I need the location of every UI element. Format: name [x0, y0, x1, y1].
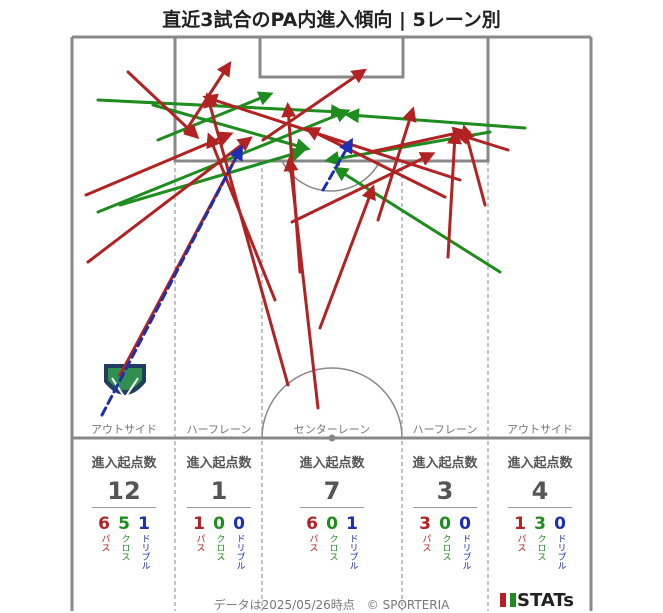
- pass-arrow: [376, 106, 417, 222]
- pass-arrow: [261, 68, 367, 142]
- dribble-label: ドリブル: [139, 534, 150, 570]
- dribble-label: ドリブル: [234, 534, 245, 570]
- count-total: 4: [531, 477, 549, 505]
- lane-label-center: センターレーン: [293, 423, 371, 436]
- pass-arrow: [290, 152, 436, 224]
- brand-logo: STATs: [500, 590, 574, 611]
- dribble-count: 0: [233, 514, 245, 534]
- dribble-label: ドリブル: [347, 534, 358, 570]
- count-total: 1: [210, 477, 228, 505]
- lane-label-halflane-right: ハーフレーン: [412, 423, 478, 436]
- pass-arrow: [368, 126, 468, 154]
- pass-label: パス: [194, 534, 205, 552]
- cross-label: クロス: [440, 534, 451, 561]
- dribble-count: 0: [459, 514, 471, 534]
- pass-count: 3: [419, 514, 431, 534]
- pass-arrow: [84, 131, 234, 197]
- brand-text: STATs: [517, 590, 574, 611]
- count-total: 12: [107, 477, 141, 505]
- pass-arrow: [283, 156, 320, 410]
- cross-label: クロス: [119, 534, 130, 561]
- pass-arrow: [206, 132, 277, 302]
- count-total: 7: [323, 477, 341, 505]
- dribble-count: 0: [554, 514, 566, 534]
- lane-stats-outside-right: 進入起点数 4 1 パス 3 クロス 0 ドリブル: [495, 452, 585, 570]
- lane-stats-halflane-right: 進入起点数 3 3 パス 0 クロス 0 ドリブル: [400, 452, 490, 570]
- pass-arrow: [318, 184, 376, 330]
- cross-label: クロス: [535, 534, 546, 561]
- pass-label: パス: [420, 534, 431, 552]
- pass-count: 6: [306, 514, 318, 534]
- pass-count: 1: [514, 514, 526, 534]
- pass-count: 6: [98, 514, 110, 534]
- dribble-label: ドリブル: [460, 534, 471, 570]
- cross-label: クロス: [214, 534, 225, 561]
- dribble-arrow: [321, 137, 353, 192]
- count-label: 進入起点数: [299, 456, 365, 471]
- count-label: 進入起点数: [91, 456, 157, 471]
- pass-arrow: [126, 70, 200, 140]
- dribble-label: ドリブル: [555, 534, 566, 570]
- dribble-count: 1: [346, 514, 358, 534]
- lane-stats-halflane-left: 進入起点数 1 1 パス 0 クロス 0 ドリブル: [174, 452, 264, 570]
- pass-arrow: [304, 127, 447, 199]
- page-title: 直近3試合のPA内進入傾向 | 5レーン別: [162, 9, 501, 31]
- pass-arrow: [203, 92, 290, 387]
- pass-arrow: [183, 60, 232, 134]
- pass-label: パス: [99, 534, 110, 552]
- pitch-lines: [70, 35, 593, 611]
- lane-label-outside-left: アウトサイド: [91, 423, 157, 436]
- count-label: 進入起点数: [412, 456, 478, 471]
- cross-count: 0: [439, 514, 451, 534]
- count-label: 進入起点数: [186, 456, 252, 471]
- pass-arrow: [202, 93, 462, 182]
- cross-arrow: [151, 103, 311, 153]
- lane-label-halflane-left: ハーフレーン: [186, 423, 252, 436]
- lane-stats-outside-left: 進入起点数 12 6 パス 5 クロス 1 ドリブル: [79, 452, 169, 570]
- cross-count: 5: [118, 514, 130, 534]
- pass-label: パス: [515, 534, 526, 552]
- count-label: 進入起点数: [507, 456, 573, 471]
- cross-count: 0: [326, 514, 338, 534]
- count-total: 3: [436, 477, 454, 505]
- pass-label: パス: [307, 534, 318, 552]
- cross-arrow: [118, 147, 306, 207]
- lane-stats-center: 進入起点数 7 6 パス 0 クロス 1 ドリブル: [287, 452, 377, 570]
- entry-arrows: [84, 60, 527, 417]
- dribble-count: 1: [138, 514, 150, 534]
- pass-arrow: [454, 130, 510, 152]
- cross-count: 3: [534, 514, 546, 534]
- pass-arrow: [86, 136, 253, 264]
- cross-count: 0: [213, 514, 225, 534]
- cross-arrow: [344, 108, 527, 130]
- pass-count: 1: [193, 514, 205, 534]
- dribble-arrow: [100, 144, 243, 417]
- cross-arrow: [96, 98, 346, 120]
- lane-label-outside-right: アウトサイド: [507, 423, 573, 436]
- footer-credit: データは2025/05/26時点 © SPORTERIA: [213, 598, 450, 612]
- pass-arrow: [446, 129, 462, 259]
- cross-label: クロス: [327, 534, 338, 561]
